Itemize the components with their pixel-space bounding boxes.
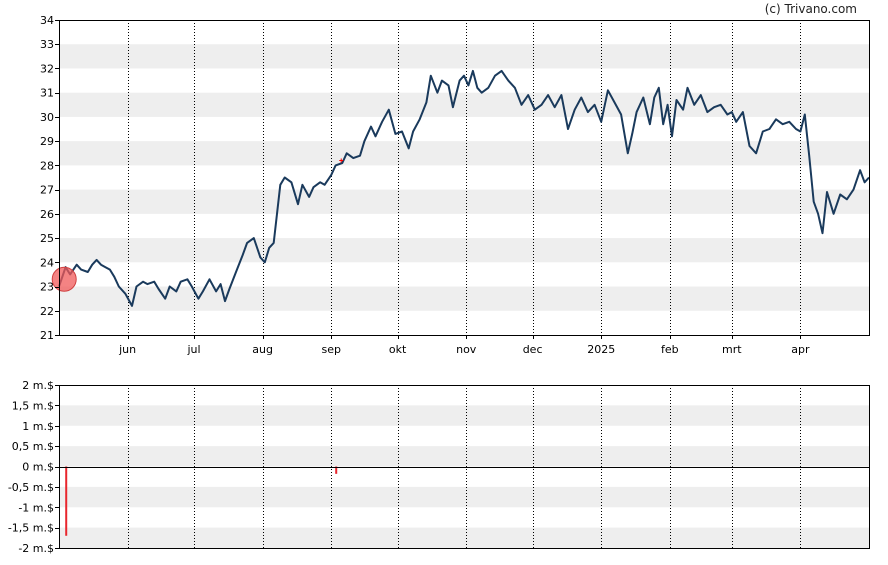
volume-y-tick-label: 2 m.$ [22,379,54,392]
price-y-tick-label: 24 [40,256,54,269]
volume-bars [65,466,338,536]
chart-frames [59,20,870,549]
month-x-axis: jun jul aug sep okt nov dec 2025 feb mrt apr [118,335,810,356]
price-band [59,44,869,69]
x-tick-label: 2025 [587,343,615,356]
volume-bar [65,466,68,536]
price-y-tick-label: 34 [40,14,54,27]
price-y-axis: 21 22 23 24 25 26 27 28 29 30 31 32 33 34 [40,14,59,342]
x-tick-label: jul [186,343,200,356]
volume-y-tick-label: 0,5 m.$ [12,440,54,453]
event-cross-marker [339,158,344,163]
price-band [59,92,869,117]
event-circle-marker [51,266,77,292]
x-tick-label: dec [523,343,543,356]
price-y-tick-label: 30 [40,111,54,124]
x-tick-label: feb [661,343,679,356]
price-y-tick-label: 27 [40,184,54,197]
price-y-tick-label: 26 [40,208,54,221]
price-band [59,286,869,311]
x-tick-label: jun [118,343,136,356]
price-frame [59,20,870,336]
price-bands [59,44,869,311]
price-y-tick-label: 23 [40,281,54,294]
price-band [59,238,869,263]
price-y-tick-label: 31 [40,87,54,100]
volume-band [59,405,869,426]
volume-y-tick-label: -1 m.$ [18,501,54,514]
price-y-tick-label: 21 [40,329,54,342]
price-band [59,189,869,214]
price-y-tick-label: 32 [40,62,54,75]
volume-bands [59,405,869,548]
volume-band [59,446,869,467]
volume-y-tick-label: -2 m.$ [18,542,54,555]
price-y-tick-label: 33 [40,38,54,51]
volume-y-tick-label: 0 m.$ [22,461,54,474]
x-tick-label: aug [252,343,273,356]
credit-label: (c) Trivano.com [765,2,857,16]
price-line [58,69,870,307]
volume-bar [335,466,338,474]
price-y-tick-label: 25 [40,232,54,245]
x-tick-label: nov [456,343,477,356]
price-y-tick-label: 29 [40,135,54,148]
volume-y-tick-label: -0,5 m.$ [8,481,54,494]
price-y-tick-label: 28 [40,159,54,172]
price-y-tick-label: 22 [40,305,54,318]
x-tick-label: mrt [722,343,742,356]
price-series [58,69,870,307]
volume-y-tick-label: 1,5 m.$ [12,399,54,412]
volume-y-tick-label: 1 m.$ [22,420,54,433]
volume-y-axis: 2 m.$ 1,5 m.$ 1 m.$ 0,5 m.$ 0 m.$ -0,5 m.$ -1 … [8,379,59,555]
event-markers [51,158,344,292]
x-tick-label: apr [791,343,810,356]
x-tick-label: okt [389,343,407,356]
volume-band [59,527,869,548]
x-tick-label: sep [321,343,340,356]
volume-y-tick-label: -1,5 m.$ [8,522,54,535]
volume-month-gridlines [128,385,801,548]
volume-band [59,486,869,508]
price-band [59,141,869,166]
